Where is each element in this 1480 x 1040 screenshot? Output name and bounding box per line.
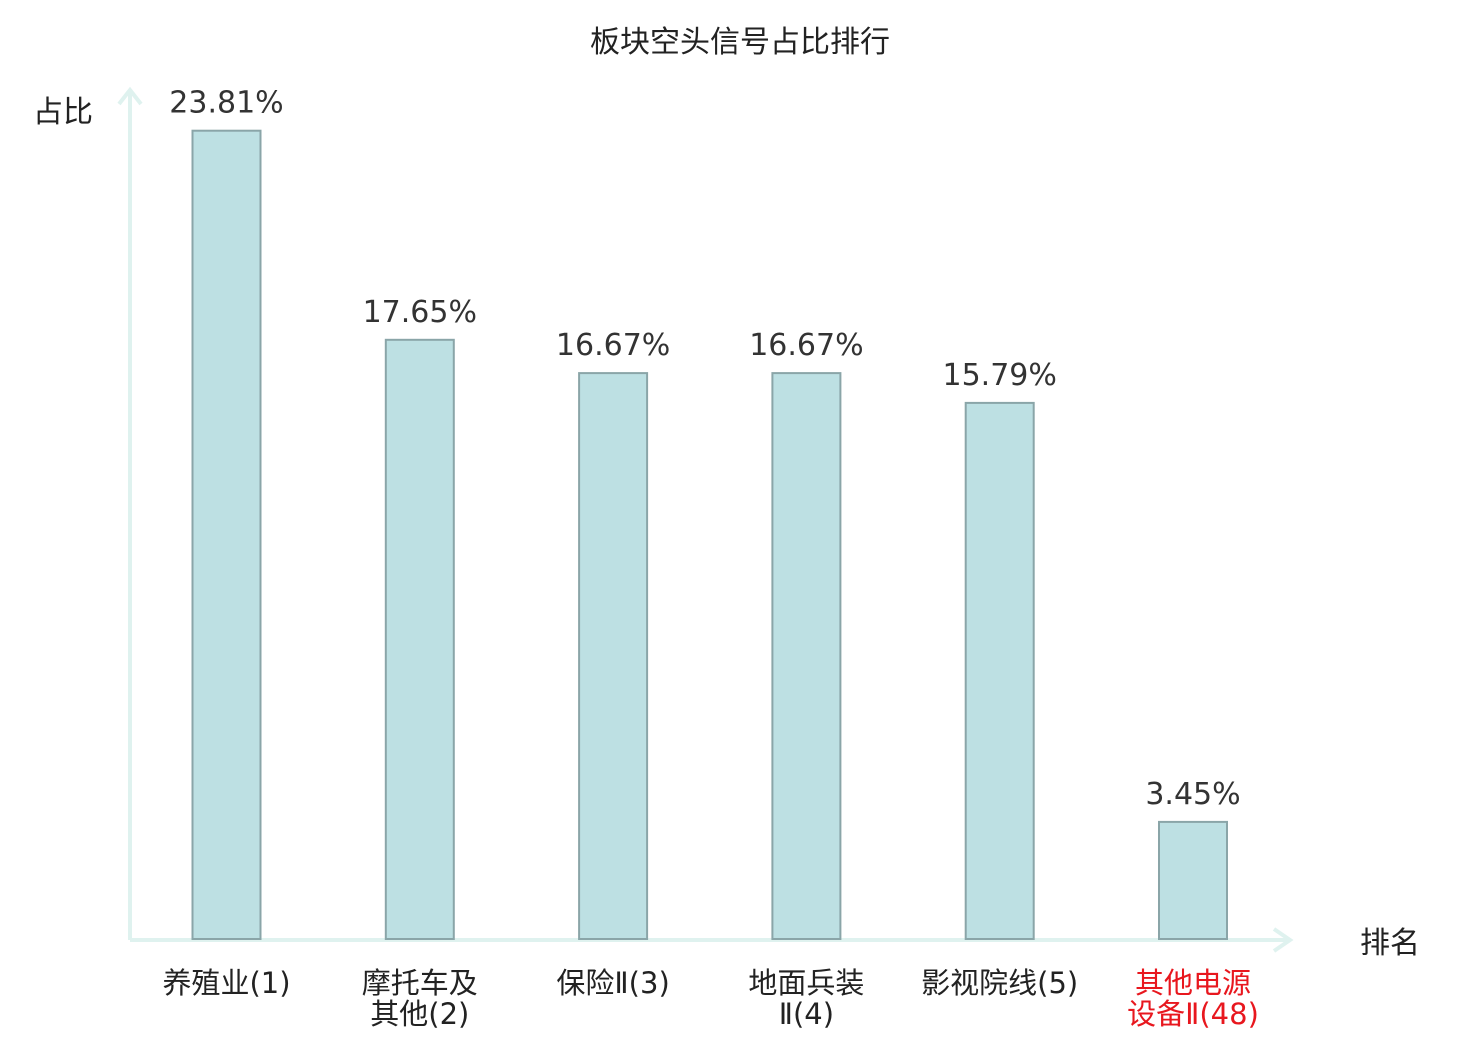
category-label: 影视院线(5) xyxy=(921,966,1078,1000)
category-label: 其他电源 xyxy=(1135,966,1251,1000)
bar xyxy=(771,372,842,941)
x-axis-label: 排名 xyxy=(1360,926,1420,961)
category-label: 设备Ⅱ(48) xyxy=(1127,997,1259,1031)
y-axis-label: 占比 xyxy=(33,95,93,130)
x-axis-arrow xyxy=(1272,927,1294,953)
value-label: 15.79% xyxy=(943,358,1057,393)
value-labels: 23.81% 17.65% 16.67% 16.67% 15.79% 3.45% xyxy=(169,86,1240,812)
axes xyxy=(117,86,1294,953)
category-label: 地面兵装 xyxy=(748,966,864,1000)
value-label: 17.65% xyxy=(363,295,477,330)
bar xyxy=(578,372,649,941)
value-label: 16.67% xyxy=(556,328,670,363)
category-label: 摩托车及 xyxy=(362,966,478,1000)
category-label: 养殖业(1) xyxy=(162,966,290,1000)
value-label: 23.81% xyxy=(169,86,283,121)
value-label: 3.45% xyxy=(1145,777,1240,812)
category-label: 保险Ⅱ(3) xyxy=(556,966,669,1000)
bars xyxy=(191,129,1228,941)
y-axis-arrow xyxy=(117,86,143,106)
value-label: 16.67% xyxy=(749,328,863,363)
bar xyxy=(384,338,455,940)
category-label: Ⅱ(4) xyxy=(779,997,834,1031)
chart-title: 板块空头信号占比排行 xyxy=(590,25,890,60)
category-label: 其他(2) xyxy=(370,997,469,1031)
bar xyxy=(1158,820,1228,941)
bar xyxy=(191,129,262,940)
bar xyxy=(964,401,1035,940)
